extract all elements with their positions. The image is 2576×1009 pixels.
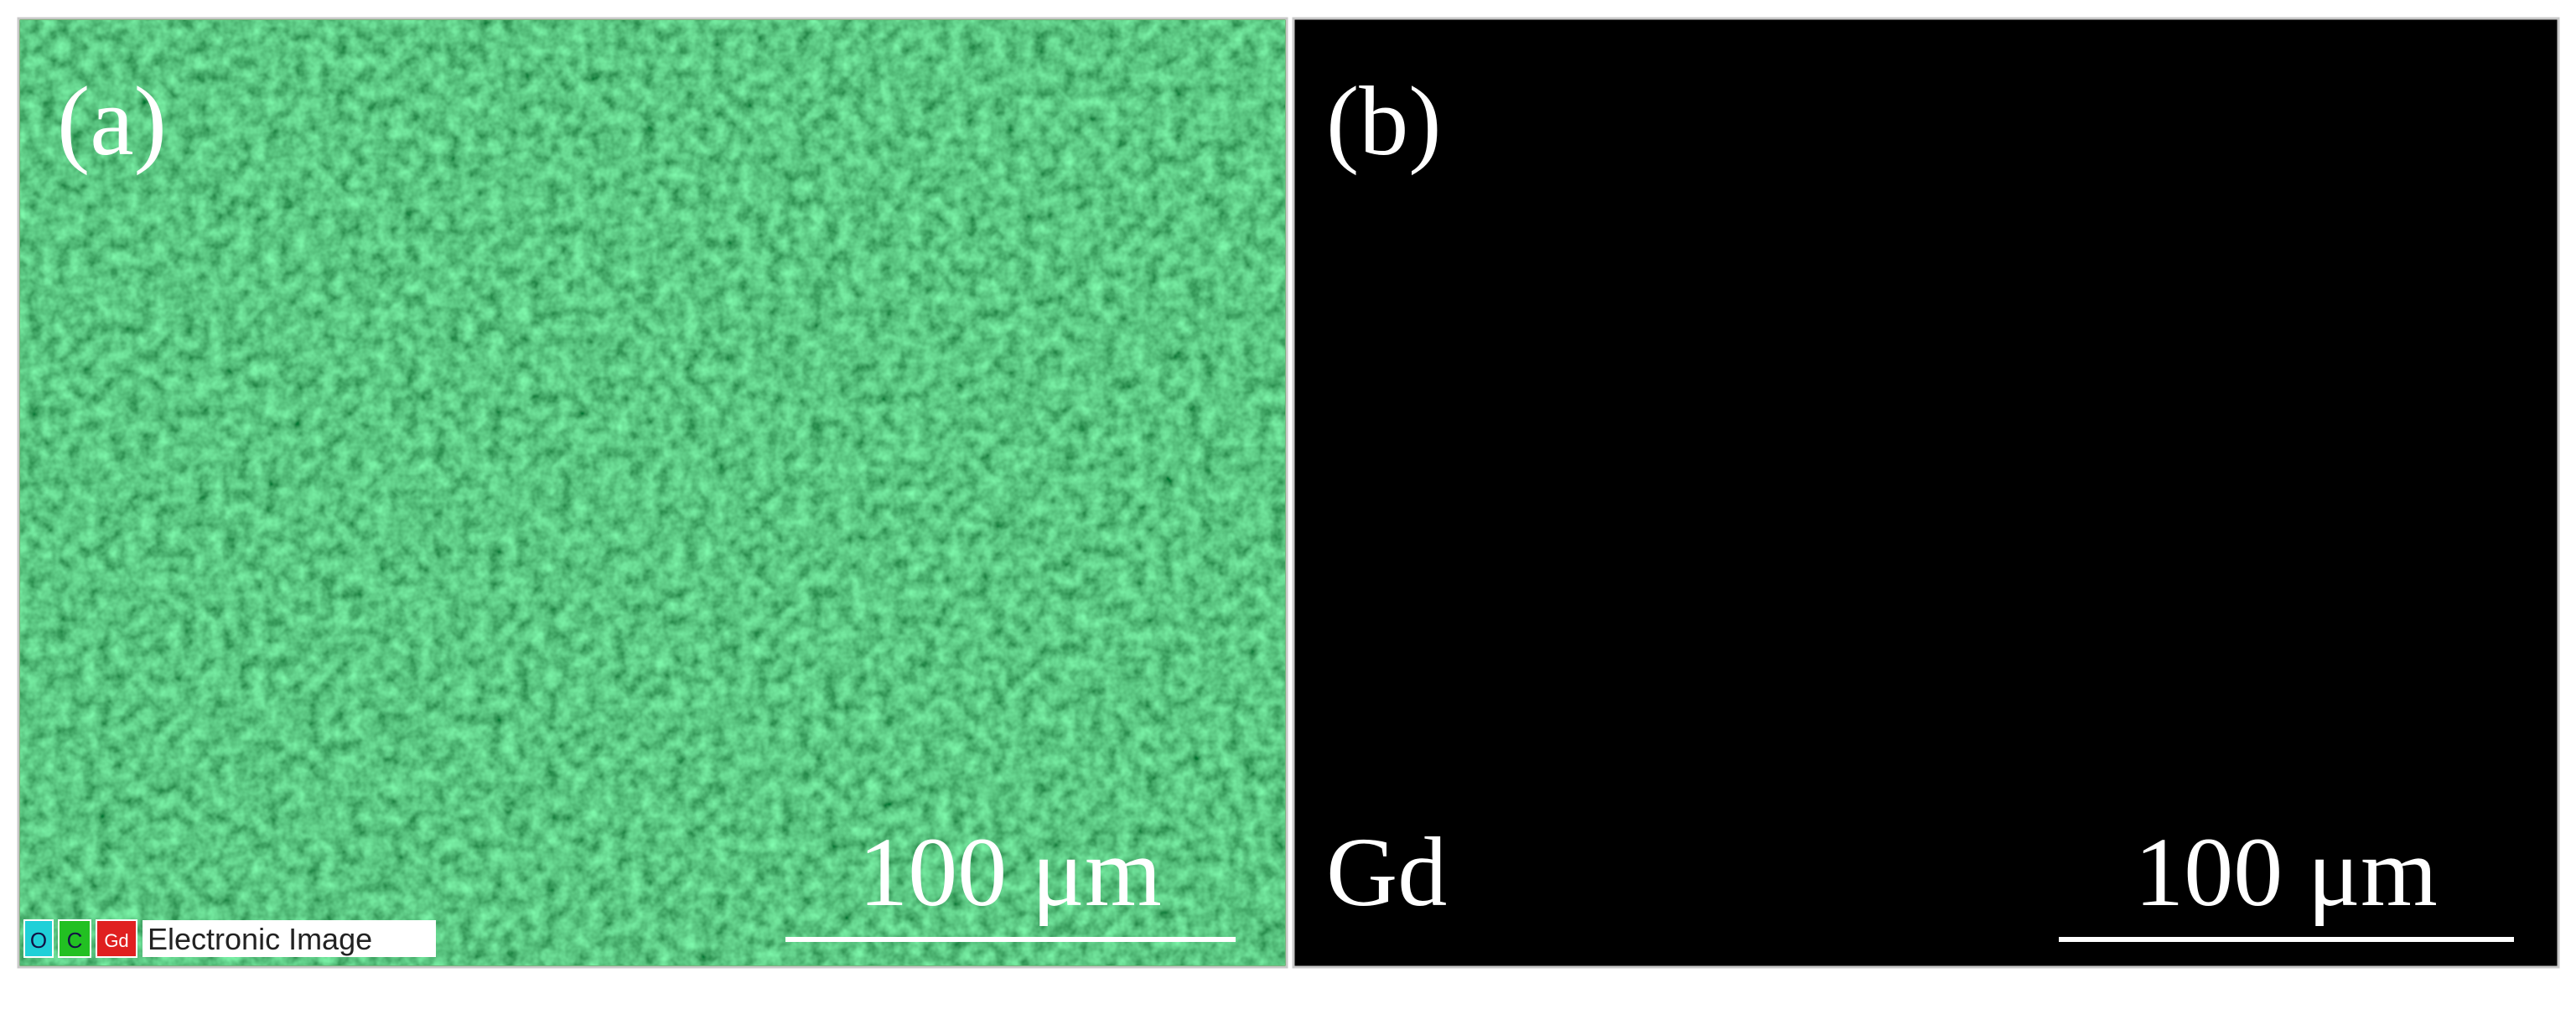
panel-a: (a) 100 μm O C Gd Electronic Image: [17, 17, 1288, 969]
legend-entry: C: [67, 928, 83, 953]
panel-label: (a): [57, 66, 167, 176]
legend-swatch: [58, 919, 91, 958]
legend-entry: O: [30, 928, 47, 953]
element-label: Gd: [1326, 817, 1447, 927]
element-legend: O C Gd Electronic Image: [23, 919, 436, 958]
legend-title-bg: [143, 920, 436, 957]
legend-entry: Gd: [104, 930, 128, 951]
scale-bar-label: 100 μm: [2134, 817, 2438, 927]
legend-title: Electronic Image: [148, 922, 372, 956]
legend-swatch: [96, 919, 137, 958]
gd-dots: [1295, 20, 2557, 965]
scale-bar-label: 100 μm: [858, 817, 1162, 927]
panel-label: (b): [1326, 66, 1442, 176]
panel-b: (b) Gd 100 μm: [1292, 17, 2560, 969]
legend-swatch: [23, 919, 54, 958]
eds-texture: [20, 20, 1285, 965]
